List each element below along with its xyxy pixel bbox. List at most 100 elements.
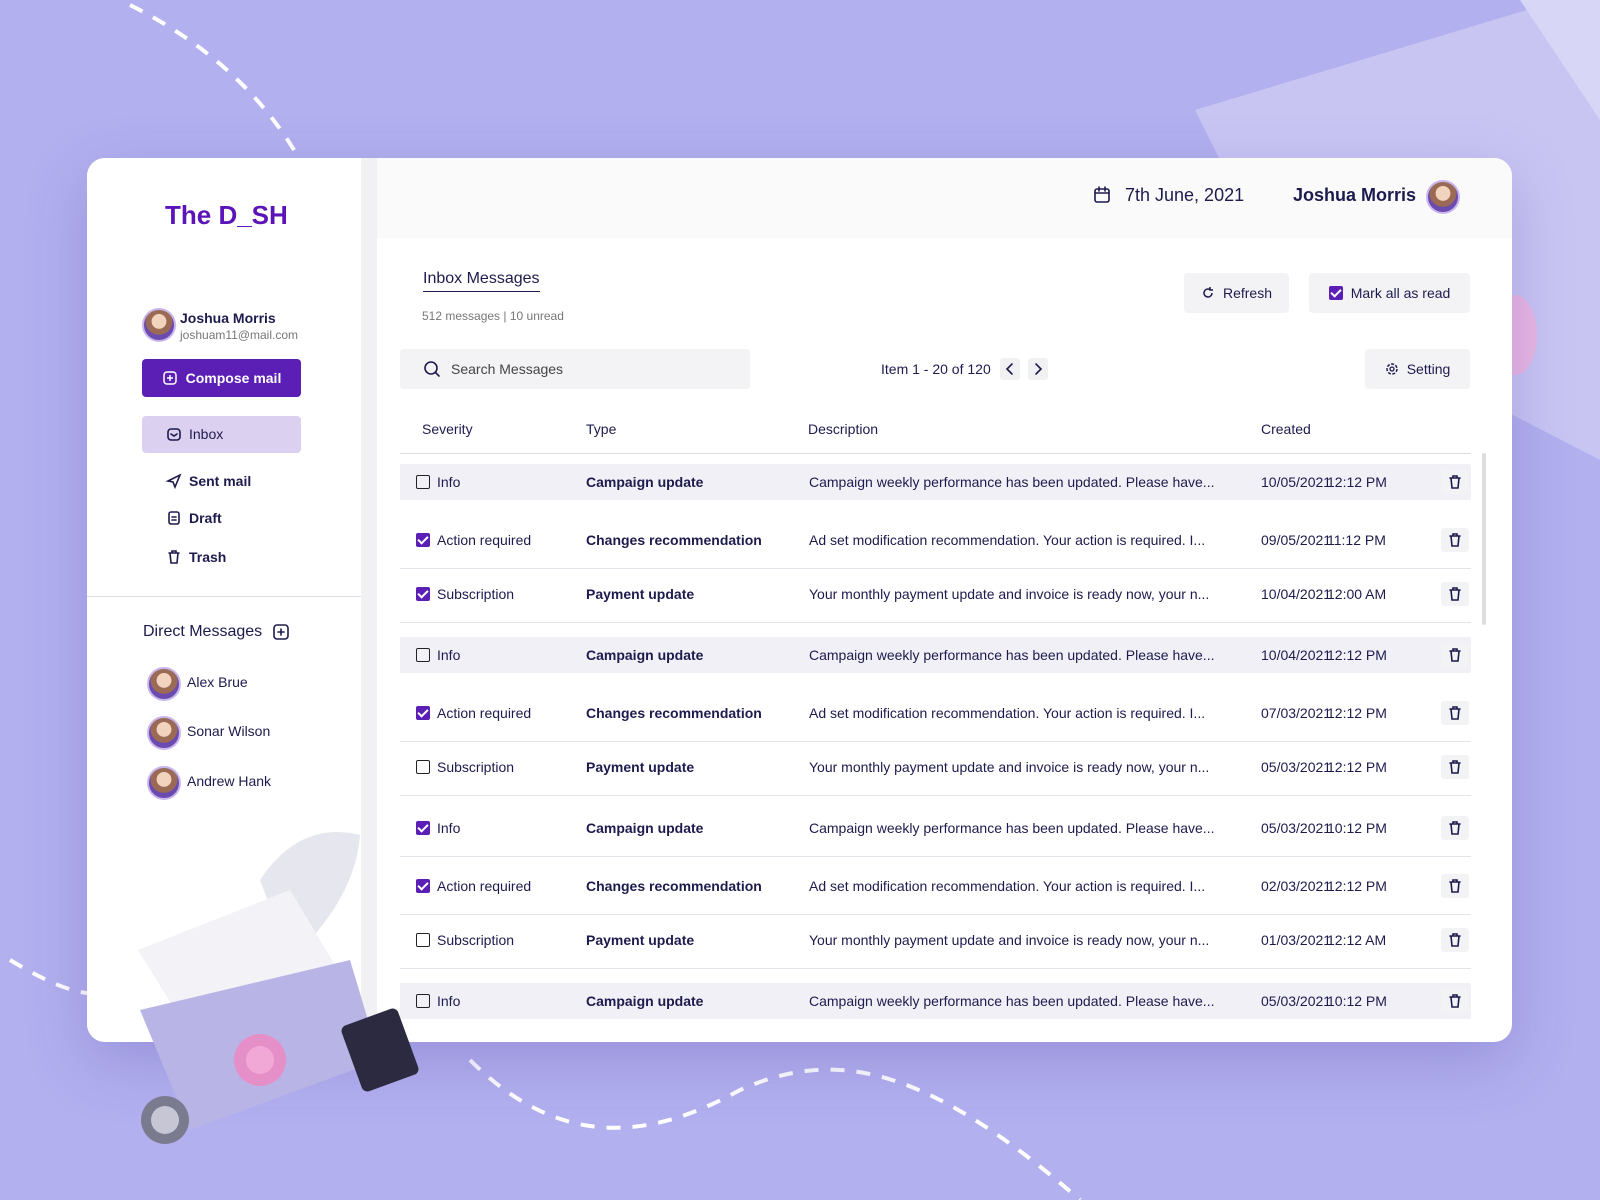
- delete-button[interactable]: [1441, 643, 1469, 667]
- severity: Action required: [437, 532, 532, 548]
- column-header: Severity: [422, 421, 473, 437]
- row-rule: [400, 741, 1471, 742]
- description: Your monthly payment update and invoice …: [809, 759, 1210, 775]
- trash-icon: [1449, 533, 1461, 547]
- search-box[interactable]: [400, 349, 750, 389]
- plus-icon: [162, 371, 177, 385]
- contact-name: Sonar Wilson: [187, 723, 271, 739]
- header-date: 7th June, 2021: [1125, 185, 1245, 205]
- mark-all-button[interactable]: Mark all as read: [1309, 273, 1470, 313]
- trash-icon: [1449, 879, 1461, 893]
- user-avatar: [142, 308, 176, 342]
- delete-button[interactable]: [1441, 582, 1469, 606]
- type: Payment update: [586, 586, 695, 602]
- row-rule: [400, 856, 1471, 857]
- severity: Action required: [437, 878, 532, 894]
- time: 12:12 AM: [1327, 932, 1387, 948]
- inbox-summary: 512 messages | 10 unread: [422, 309, 564, 323]
- row-checkbox[interactable]: [416, 706, 430, 720]
- header-avatar: [1426, 180, 1460, 214]
- nav-item[interactable]: Draft: [189, 510, 222, 526]
- app-window: [87, 158, 1512, 1042]
- page-button[interactable]: [1000, 358, 1020, 380]
- row-checkbox[interactable]: [416, 760, 430, 774]
- nav-icon: [165, 473, 182, 490]
- description: Campaign weekly performance has been upd…: [809, 474, 1215, 490]
- type: Payment update: [586, 759, 695, 775]
- refresh-icon: [1203, 287, 1213, 298]
- envelope-illustration: [138, 832, 419, 1144]
- delete-button[interactable]: [1441, 528, 1469, 552]
- refresh-label: Refresh: [1222, 285, 1273, 301]
- column-header: Description: [808, 421, 879, 437]
- trash-icon: [1449, 760, 1461, 774]
- logo: The D_SH: [165, 200, 288, 230]
- compose-label: Compose mail: [185, 370, 282, 386]
- row-checkbox[interactable]: [416, 587, 430, 601]
- header: [377, 158, 1512, 238]
- type: Campaign update: [586, 474, 704, 490]
- row-checkbox[interactable]: [416, 648, 430, 662]
- severity: Info: [437, 993, 461, 1009]
- time: 10:12 PM: [1327, 993, 1387, 1009]
- row-highlight: [400, 637, 1471, 673]
- contact-avatar: [147, 667, 181, 701]
- nav-item[interactable]: Trash: [189, 549, 227, 565]
- time: 10:12 PM: [1327, 820, 1387, 836]
- search-icon: [424, 361, 440, 377]
- description: Campaign weekly performance has been upd…: [809, 647, 1215, 663]
- date: 10/04/2021: [1261, 647, 1332, 663]
- delete-button[interactable]: [1441, 928, 1469, 952]
- pagination: Item 1 - 20 of 120: [881, 361, 991, 377]
- mark-all-label: Mark all as read: [1350, 285, 1451, 301]
- time: 12:12 PM: [1327, 474, 1387, 490]
- row-checkbox[interactable]: [416, 475, 430, 489]
- row-rule: [400, 914, 1471, 915]
- date: 05/03/2021: [1261, 759, 1332, 775]
- page-button[interactable]: [1028, 358, 1048, 380]
- type: Campaign update: [586, 647, 704, 663]
- nav-item[interactable]: Inbox: [189, 426, 224, 442]
- severity: Info: [437, 820, 461, 836]
- prev-icon: [1005, 363, 1013, 375]
- delete-button[interactable]: [1441, 470, 1469, 494]
- row-highlight: [400, 983, 1471, 1019]
- nav-icon: [168, 550, 180, 564]
- description: Ad set modification recommendation. Your…: [809, 878, 1206, 894]
- contact-avatar: [147, 766, 181, 800]
- column-header: Type: [586, 421, 617, 437]
- row-checkbox[interactable]: [416, 879, 430, 893]
- compose-button[interactable]: Compose mail: [142, 359, 301, 397]
- time: 12:12 PM: [1327, 647, 1387, 663]
- row-checkbox[interactable]: [416, 994, 430, 1008]
- delete-button[interactable]: [1441, 701, 1469, 725]
- date: 05/03/2021: [1261, 993, 1332, 1009]
- description: Ad set modification recommendation. Your…: [809, 532, 1206, 548]
- inbox-title: Inbox Messages: [423, 270, 540, 292]
- refresh-button[interactable]: Refresh: [1184, 273, 1289, 313]
- user-email: joshuam11@mail.com: [180, 328, 299, 342]
- nav-icon: [167, 428, 181, 441]
- row-checkbox[interactable]: [416, 533, 430, 547]
- contact-name: Alex Brue: [187, 674, 248, 690]
- description: Campaign weekly performance has been upd…: [809, 993, 1215, 1009]
- row-checkbox[interactable]: [416, 821, 430, 835]
- delete-button[interactable]: [1441, 874, 1469, 898]
- date: 09/05/2021: [1261, 532, 1332, 548]
- delete-button[interactable]: [1441, 816, 1469, 840]
- row-rule: [400, 968, 1471, 969]
- time: 11:12 PM: [1327, 532, 1386, 548]
- row-highlight: [400, 464, 1471, 500]
- setting-button[interactable]: Setting: [1365, 349, 1470, 389]
- add-dm-icon: [273, 624, 289, 640]
- row-rule: [400, 568, 1471, 569]
- severity: Subscription: [437, 759, 515, 775]
- nav-item[interactable]: Sent mail: [189, 473, 252, 489]
- trash-icon: [1449, 994, 1461, 1008]
- delete-button[interactable]: [1441, 989, 1469, 1013]
- delete-button[interactable]: [1441, 755, 1469, 779]
- row-checkbox[interactable]: [416, 933, 430, 947]
- trash-icon: [1449, 706, 1461, 720]
- type: Payment update: [586, 932, 695, 948]
